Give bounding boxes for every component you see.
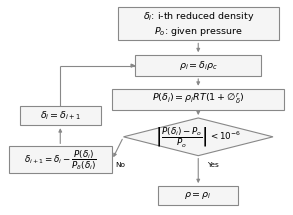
Text: No: No bbox=[115, 162, 125, 168]
Text: Yes: Yes bbox=[207, 162, 219, 168]
Text: $\rho = \rho_i$: $\rho = \rho_i$ bbox=[185, 190, 212, 201]
FancyBboxPatch shape bbox=[8, 146, 112, 174]
FancyBboxPatch shape bbox=[118, 7, 279, 40]
FancyBboxPatch shape bbox=[112, 89, 285, 110]
Text: $\delta_{i+1} = \delta_i - \dfrac{P(\delta_i)}{P_\delta(\delta_i)}$: $\delta_{i+1} = \delta_i - \dfrac{P(\del… bbox=[24, 148, 97, 172]
FancyBboxPatch shape bbox=[135, 55, 261, 76]
Text: $\delta_i = \delta_{i+1}$: $\delta_i = \delta_{i+1}$ bbox=[40, 110, 81, 122]
FancyBboxPatch shape bbox=[158, 186, 239, 205]
Text: $\left|\dfrac{P(\delta_i) - P_o}{P_o}\right| < 10^{-6}$: $\left|\dfrac{P(\delta_i) - P_o}{P_o}\ri… bbox=[155, 125, 241, 149]
Text: $P(\delta_i) = \rho_i RT(1 + \varnothing^r_\delta)$: $P(\delta_i) = \rho_i RT(1 + \varnothing… bbox=[152, 92, 244, 106]
Polygon shape bbox=[124, 118, 273, 156]
FancyBboxPatch shape bbox=[20, 106, 100, 125]
Text: $\delta_i$: i-th reduced density
$P_o$: given pressure: $\delta_i$: i-th reduced density $P_o$: … bbox=[142, 10, 254, 38]
Text: $\rho_i = \delta_i\rho_c$: $\rho_i = \delta_i\rho_c$ bbox=[179, 59, 218, 72]
